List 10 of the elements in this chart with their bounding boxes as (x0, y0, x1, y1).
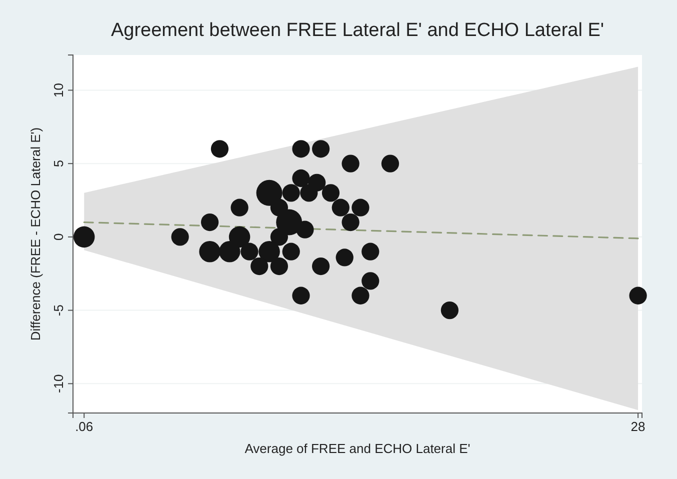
y-tick-label: 0 (51, 233, 66, 241)
chart-title: Agreement between FREE Lateral E' and ECHO Lateral E' (110, 20, 604, 41)
y-tick-label: -10 (51, 374, 66, 394)
y-tick-label: 10 (51, 82, 66, 98)
x-axis-title: Average of FREE and ECHO Lateral E' (244, 441, 470, 456)
y-tick-label: -5 (51, 304, 66, 316)
y-tick-label: 5 (51, 160, 66, 168)
x-tick-label: 28 (630, 419, 646, 434)
x-tick-label: .06 (75, 419, 94, 434)
y-axis-title: Difference (FREE - ECHO Lateral E') (28, 127, 43, 341)
